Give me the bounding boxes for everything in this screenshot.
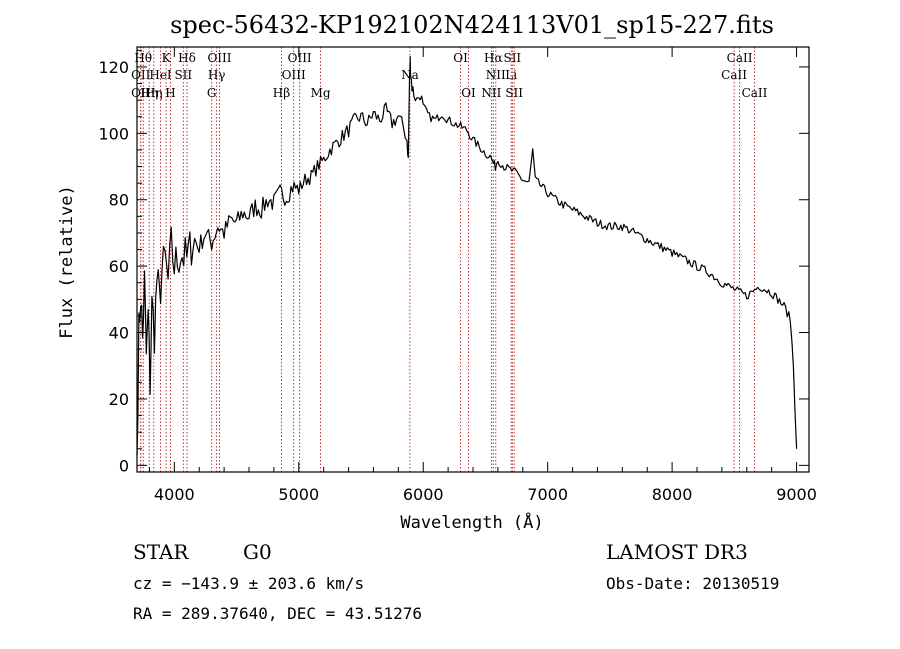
x-tick-label-5000: 5000 bbox=[278, 485, 319, 504]
survey-name: LAMOST DR3 bbox=[606, 540, 748, 564]
x-tick-label-4000: 4000 bbox=[154, 485, 195, 504]
y-tick-label-100: 100 bbox=[98, 124, 129, 143]
y-tick-label-60: 60 bbox=[109, 257, 129, 276]
line-label-1: OII bbox=[131, 68, 151, 82]
line-label-2: OII bbox=[131, 86, 151, 100]
redshift-readout: cz = −143.9 ± 203.6 km/s bbox=[133, 574, 365, 593]
line-label-26: CaII bbox=[721, 68, 747, 82]
spectrum-line bbox=[136, 56, 798, 456]
line-label-19: OI bbox=[461, 86, 476, 100]
line-label-22: NII bbox=[486, 68, 506, 82]
y-tick-label-40: 40 bbox=[109, 324, 129, 343]
line-label-0: Hθ bbox=[134, 51, 152, 65]
y-axis-label: Flux (relative) bbox=[57, 185, 77, 339]
line-label-11: Hγ bbox=[208, 68, 226, 82]
line-label-24: SII bbox=[503, 51, 521, 65]
coordinates: RA = 289.37640, DEC = 43.51276 bbox=[133, 604, 422, 623]
x-axis-label: Wavelength (Å) bbox=[400, 511, 543, 533]
object-class: STAR bbox=[133, 540, 189, 564]
line-label-21: Hα bbox=[484, 51, 503, 65]
line-label-3: Hη bbox=[140, 86, 158, 100]
line-label-9: Hδ bbox=[178, 51, 196, 65]
obs-date: Obs-Date: 20130519 bbox=[606, 574, 780, 593]
line-label-8: SII bbox=[174, 68, 192, 82]
line-label-4: Hη bbox=[145, 86, 163, 100]
plot-frame bbox=[136, 46, 810, 473]
chart-title: spec-56432-KP192102N424113V01_sp15-227.f… bbox=[170, 11, 774, 39]
y-tick-label-120: 120 bbox=[98, 58, 129, 77]
line-label-25: SII bbox=[505, 86, 523, 100]
line-label-28: CaII bbox=[742, 86, 768, 100]
x-tick-label-9000: 9000 bbox=[776, 485, 817, 504]
x-tick-label-7000: 7000 bbox=[527, 485, 568, 504]
object-subclass: G0 bbox=[243, 540, 272, 564]
y-tick-label-80: 80 bbox=[109, 191, 129, 210]
emission-line-labels: HθOIIOIIHηHηHeIKHSIIHδGHγOIIIHβOIIIOIIIM… bbox=[131, 51, 768, 100]
x-tick-label-6000: 6000 bbox=[403, 485, 444, 504]
line-label-15: OIII bbox=[288, 51, 312, 65]
line-label-16: Mg bbox=[311, 86, 331, 100]
emission-line-markers bbox=[140, 47, 755, 472]
line-label-10: G bbox=[207, 86, 217, 100]
line-label-14: OIII bbox=[282, 68, 306, 82]
line-label-23: Li bbox=[505, 68, 517, 82]
line-label-13: Hβ bbox=[273, 86, 290, 100]
line-label-6: K bbox=[162, 51, 172, 65]
line-label-5: HeI bbox=[149, 68, 172, 82]
line-label-27: CaII bbox=[727, 51, 753, 65]
y-axis-ticks: 0 20 40 60 80 100 120 bbox=[98, 49, 809, 475]
y-tick-label-0: 0 bbox=[119, 456, 129, 475]
line-label-20: NII bbox=[481, 86, 501, 100]
line-label-7: H bbox=[165, 86, 175, 100]
line-label-12: OIII bbox=[207, 51, 231, 65]
x-axis-ticks: 4000 5000 6000 7000 8000 9000 bbox=[148, 47, 817, 504]
x-tick-label-8000: 8000 bbox=[652, 485, 693, 504]
line-label-18: OI bbox=[453, 51, 468, 65]
y-tick-label-20: 20 bbox=[109, 390, 129, 409]
